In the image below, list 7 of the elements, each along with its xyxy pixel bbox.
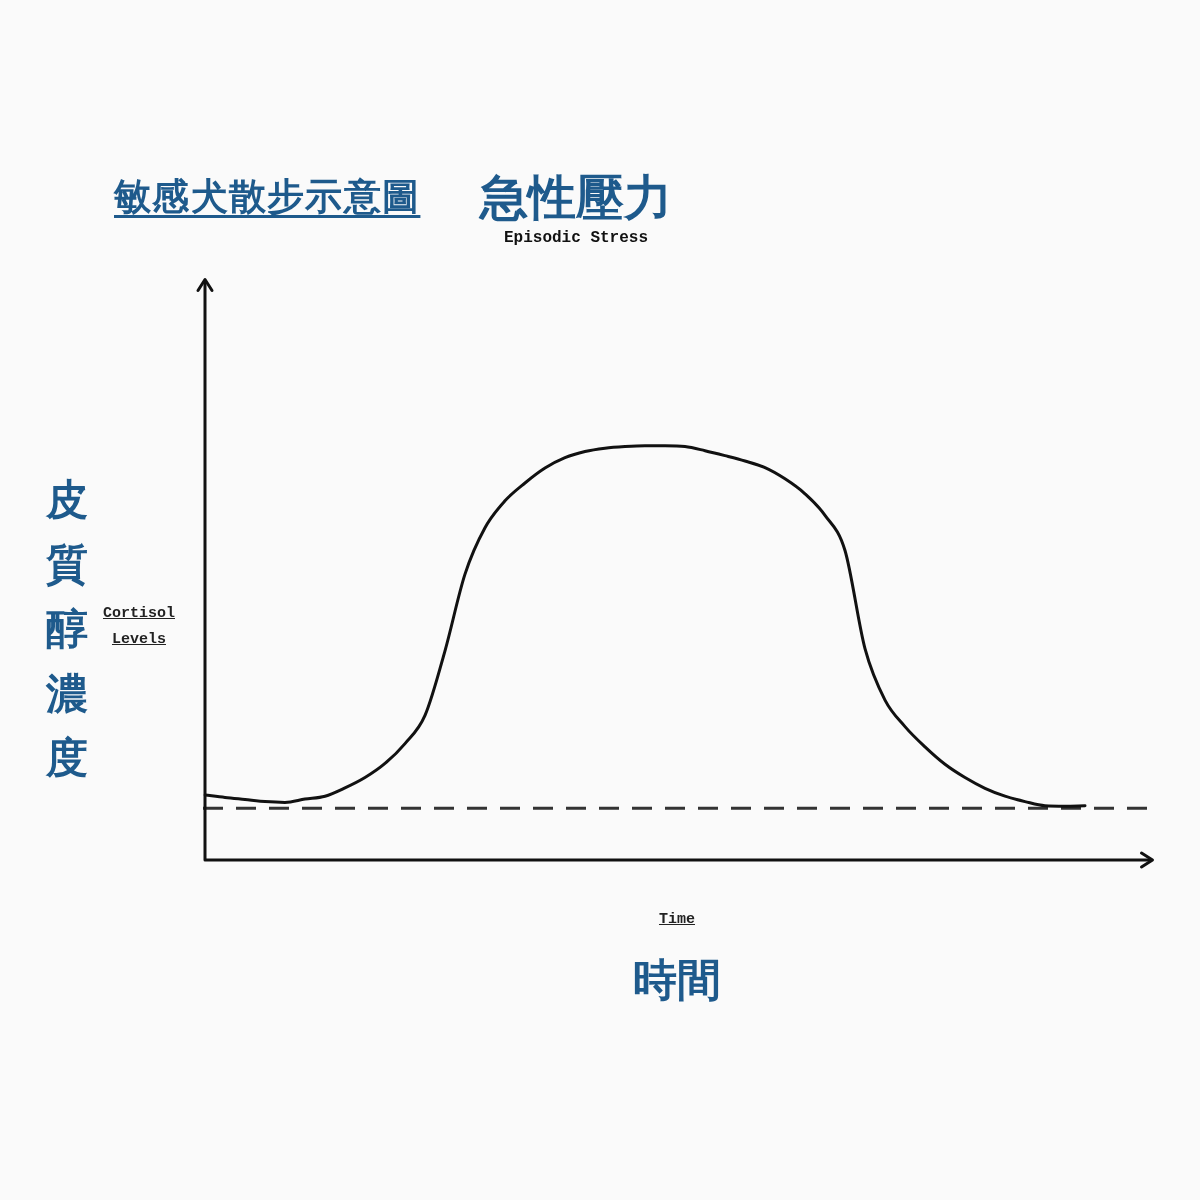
- chart-title: 急性壓力: [480, 169, 672, 225]
- y-axis-title: 皮質醇濃度: [45, 474, 89, 784]
- text: Cortisol Levels: [102, 604, 176, 650]
- chart-subtitle: Episodic Stress: [503, 229, 649, 247]
- x-axis-title: 時間: [632, 953, 722, 1007]
- text: 敏感犬散步示意圖: [114, 174, 421, 220]
- text: Time: [658, 911, 696, 928]
